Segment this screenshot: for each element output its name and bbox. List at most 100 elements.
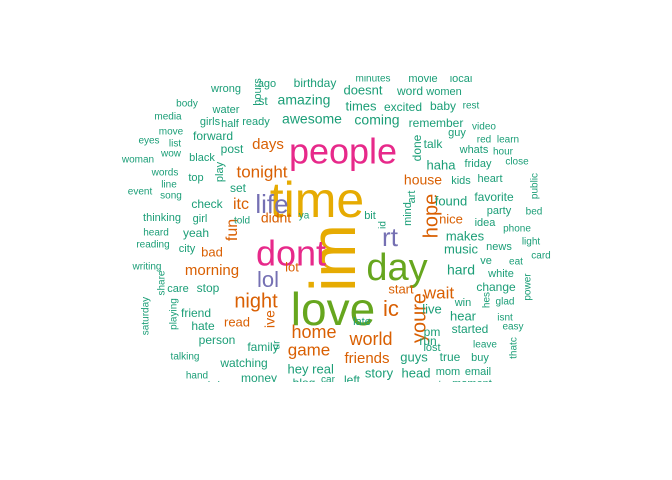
cloud-word: ve <box>480 255 492 267</box>
cloud-word: moment <box>452 378 492 390</box>
cloud-word: glad <box>496 297 515 308</box>
cloud-word: check <box>191 197 223 211</box>
cloud-word: share <box>157 270 168 295</box>
cloud-word: mind <box>402 202 414 226</box>
cloud-word: ic <box>383 296 399 321</box>
cloud-word: wrong <box>210 83 241 95</box>
cloud-word: forward <box>193 129 233 143</box>
cloud-word: run <box>419 334 436 348</box>
cloud-word: hours <box>252 78 264 106</box>
cloud-word: live <box>422 301 442 316</box>
cloud-word: thatc <box>509 337 520 359</box>
cloud-word: music <box>444 241 478 256</box>
cloud-word: bad <box>201 244 223 259</box>
cloud-word: writing <box>132 262 162 273</box>
cloud-word: video <box>472 122 496 133</box>
cloud-word: thinking <box>143 212 181 224</box>
cloud-word: past <box>421 379 442 391</box>
cloud-word: email <box>465 366 491 378</box>
cloud-word: friend <box>181 306 211 320</box>
cloud-word: tonight <box>236 162 287 181</box>
cloud-word: done <box>410 134 424 161</box>
cloud-word: mom <box>436 366 460 378</box>
cloud-word: excited <box>384 100 422 114</box>
cloud-word: saturday <box>141 297 152 335</box>
cloud-word: change <box>476 280 516 294</box>
cloud-word: post <box>221 142 244 156</box>
cloud-word: wow <box>160 149 182 160</box>
cloud-word: yeah <box>183 226 209 240</box>
cloud-word: hope <box>420 194 442 239</box>
cloud-word: phone <box>503 224 531 235</box>
cloud-word: lol <box>257 267 279 292</box>
cloud-word: watching <box>219 356 267 370</box>
cloud-word: start <box>388 281 414 296</box>
cloud-word: day <box>366 247 427 289</box>
cloud-word: water <box>212 104 240 116</box>
cloud-word: public <box>530 173 541 199</box>
cloud-word: late <box>353 316 371 328</box>
cloud-word: hard <box>447 262 475 278</box>
cloud-word: card <box>531 251 550 262</box>
cloud-word: ya <box>299 211 310 222</box>
cloud-word: white <box>487 268 514 280</box>
cloud-word: event <box>128 187 153 198</box>
cloud-word: money <box>241 371 277 385</box>
cloud-word: fun <box>224 219 241 241</box>
cloud-word: amazing <box>278 92 331 108</box>
cloud-word: line <box>161 180 177 191</box>
cloud-word: girl <box>193 213 208 225</box>
cloud-word: started <box>452 322 489 336</box>
cloud-word: party <box>487 205 512 217</box>
cloud-word: leave <box>473 340 497 351</box>
cloud-word: wait <box>423 283 455 302</box>
cloud-word: head <box>402 365 431 380</box>
cloud-word: night <box>234 290 278 312</box>
cloud-word: rest <box>463 101 480 112</box>
cloud-word: hes <box>482 292 493 308</box>
cloud-word: words <box>151 168 179 179</box>
cloud-word: birthday <box>294 76 337 90</box>
cloud-word: itc <box>233 196 249 213</box>
cloud-word: movie <box>408 73 437 85</box>
cloud-word: hand <box>186 371 208 382</box>
cloud-word: ready <box>242 116 270 128</box>
cloud-word: kids <box>451 175 471 187</box>
cloud-word: girls <box>200 116 221 128</box>
cloud-word: close <box>505 157 529 168</box>
cloud-word: talk <box>424 137 444 151</box>
cloud-word: black <box>189 152 215 164</box>
cloud-word: youre <box>408 293 430 343</box>
cloud-word: morning <box>185 262 239 279</box>
cloud-word: doesnt <box>343 82 382 97</box>
cloud-word: st <box>258 94 268 108</box>
cloud-word: idea <box>475 217 497 229</box>
cloud-word: world <box>348 329 392 349</box>
cloud-word: eat <box>509 257 523 268</box>
cloud-word: minutes <box>355 74 390 85</box>
cloud-word: top <box>188 172 203 184</box>
cloud-word: word <box>396 84 423 98</box>
cloud-word: makes <box>446 228 485 243</box>
cloud-word: ive <box>262 310 278 328</box>
cloud-word: bed <box>526 207 543 218</box>
cloud-word: ago <box>258 78 276 90</box>
cloud-word: awesome <box>282 111 342 127</box>
cloud-word: local <box>450 73 473 85</box>
cloud-word: woman <box>121 155 154 166</box>
cloud-word: home <box>291 322 336 342</box>
cloud-word: playing <box>169 298 180 330</box>
cloud-word: didnt <box>261 210 291 226</box>
cloud-word: reading <box>136 240 169 251</box>
cloud-word: set <box>230 181 247 195</box>
cloud-word: house <box>404 172 442 188</box>
cloud-word: red <box>477 135 491 146</box>
cloud-word: isnt <box>497 313 513 324</box>
cloud-word: read <box>224 314 250 329</box>
cloud-word: nice <box>439 211 463 226</box>
cloud-word: favorite <box>474 190 514 204</box>
cloud-word: win <box>454 297 472 309</box>
cloud-word: told <box>234 216 250 227</box>
cloud-word: left <box>344 373 361 387</box>
